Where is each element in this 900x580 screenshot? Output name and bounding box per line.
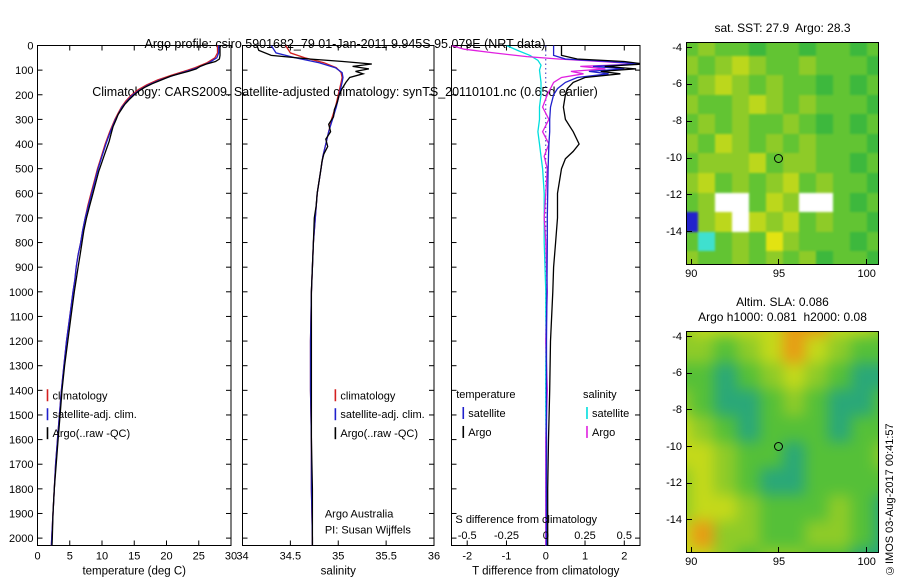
svg-text:35.5: 35.5 <box>375 551 396 563</box>
svg-text:satellite-adj. clim.: satellite-adj. clim. <box>340 409 424 421</box>
svg-text:0: 0 <box>543 551 549 563</box>
svg-text:0: 0 <box>27 41 33 53</box>
svg-text:-2: -2 <box>462 551 472 563</box>
svg-text:temperature: temperature <box>456 389 515 401</box>
sla-map-title-line2: Argo h1000: 0.081 h2000: 0.08 <box>698 310 867 324</box>
svg-text:satellite: satellite <box>592 408 629 420</box>
svg-text:1200: 1200 <box>9 336 33 348</box>
svg-text:1000: 1000 <box>9 287 33 299</box>
svg-text:300: 300 <box>15 114 33 126</box>
svg-text:36: 36 <box>428 551 440 563</box>
svg-text:10: 10 <box>96 551 108 563</box>
svg-text:2: 2 <box>621 551 627 563</box>
imos-watermark: ©IMOS 03-Aug-2017 00:41:57 <box>884 423 896 576</box>
svg-text:S difference from climatology: S difference from climatology <box>455 514 597 526</box>
svg-text:0: 0 <box>543 530 549 542</box>
svg-text:35: 35 <box>332 551 344 563</box>
svg-text:500: 500 <box>15 164 33 176</box>
svg-text:0.25: 0.25 <box>574 530 595 542</box>
svg-text:200: 200 <box>15 90 33 102</box>
svg-text:800: 800 <box>15 238 33 250</box>
sst-color-field <box>687 43 878 264</box>
sla-map-title-line1: Altim. SLA: 0.086 <box>736 295 829 309</box>
sla-color-field <box>687 332 878 552</box>
svg-text:Argo: Argo <box>468 427 491 439</box>
svg-text:-1: -1 <box>502 551 512 563</box>
svg-text:30: 30 <box>225 551 237 563</box>
sla-map-area <box>686 331 879 553</box>
svg-text:100: 100 <box>15 65 33 77</box>
sst-map-title: sat. SST: 27.9 Argo: 28.3 <box>714 21 851 35</box>
figure-title-line2: Climatology: CARS2009. Satellite-adjuste… <box>92 85 598 99</box>
svg-text:2000: 2000 <box>9 533 33 545</box>
svg-text:Argo: Argo <box>592 427 615 439</box>
svg-text:salinity: salinity <box>321 566 356 578</box>
sst-map-area <box>686 42 879 265</box>
svg-text:temperature (deg C): temperature (deg C) <box>82 566 186 578</box>
sst-map: sat. SST: 27.9 Argo: 28.3 90 95 100 -4 -6 -8-… <box>666 21 879 280</box>
svg-text:-0.25: -0.25 <box>494 530 519 542</box>
svg-text:T difference from climatology: T difference from climatology <box>472 566 619 578</box>
svg-text:-0.5: -0.5 <box>458 530 477 542</box>
svg-text:25: 25 <box>193 551 205 563</box>
svg-text:Argo Australia: Argo Australia <box>325 508 394 520</box>
figure-titles: Argo profile: csiro 5901682_79 01-Jan-20… <box>0 4 690 132</box>
svg-text:15: 15 <box>128 551 140 563</box>
profile-panels-svg: 0 5 10 15 20 25 300100200300400500600700800900… <box>9 41 641 578</box>
svg-text:0: 0 <box>34 551 40 563</box>
svg-text:salinity: salinity <box>583 389 617 401</box>
svg-text:1700: 1700 <box>9 459 33 471</box>
svg-text:1900: 1900 <box>9 508 33 520</box>
svg-text:1500: 1500 <box>9 410 33 422</box>
svg-text:climatology: climatology <box>52 390 108 402</box>
svg-text:1300: 1300 <box>9 361 33 373</box>
svg-text:satellite: satellite <box>468 408 505 420</box>
svg-text:900: 900 <box>15 262 33 274</box>
svg-text:0.5: 0.5 <box>617 530 632 542</box>
svg-text:Argo(..raw -QC): Argo(..raw -QC) <box>52 428 130 440</box>
svg-text:400: 400 <box>15 139 33 151</box>
figure-title-line1: Argo profile: csiro 5901682_79 01-Jan-20… <box>144 37 546 51</box>
svg-text:700: 700 <box>15 213 33 225</box>
svg-text:PI: Susan Wijffels: PI: Susan Wijffels <box>325 524 411 536</box>
svg-text:600: 600 <box>15 188 33 200</box>
svg-text:5: 5 <box>67 551 73 563</box>
svg-text:1800: 1800 <box>9 484 33 496</box>
svg-text:1: 1 <box>582 551 588 563</box>
svg-text:climatology: climatology <box>340 390 396 402</box>
sla-map: Altim. SLA: 0.086 Argo h1000: 0.081 h200… <box>666 295 879 568</box>
svg-text:1100: 1100 <box>10 311 34 323</box>
svg-text:34.5: 34.5 <box>280 551 301 563</box>
svg-text:satellite-adj. clim.: satellite-adj. clim. <box>52 409 136 421</box>
svg-text:34: 34 <box>236 551 248 563</box>
argo-position-marker-sst <box>774 153 784 163</box>
svg-text:1400: 1400 <box>9 385 33 397</box>
svg-text:1600: 1600 <box>9 435 33 447</box>
svg-text:Argo(..raw -QC): Argo(..raw -QC) <box>340 428 418 440</box>
svg-text:20: 20 <box>160 551 172 563</box>
argo-position-marker-sla <box>774 442 784 452</box>
